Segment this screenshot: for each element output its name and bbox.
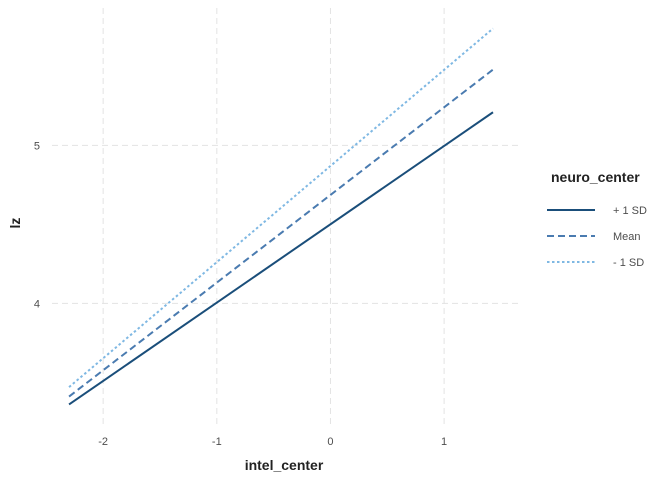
x-tick-label: -1 — [212, 436, 222, 448]
series-line-1 — [68, 111, 494, 406]
grid — [52, 8, 518, 425]
y-tick-label: 5 — [34, 140, 40, 152]
y-tick-label: 4 — [34, 298, 40, 310]
legend-title: neuro_center — [551, 169, 640, 185]
series-line-2 — [68, 68, 494, 398]
legend-item: Mean — [547, 231, 641, 243]
y-axis-title: lz — [7, 218, 23, 229]
x-axis-ticks: -2 -1 0 1 — [98, 436, 447, 448]
x-tick-label: -2 — [98, 436, 108, 448]
legend-label: Mean — [613, 231, 641, 243]
legend-item: - 1 SD — [547, 257, 644, 269]
x-tick-label: 1 — [441, 436, 447, 448]
legend-item: + 1 SD — [547, 205, 647, 217]
legend-items: + 1 SD Mean - 1 SD — [547, 205, 647, 269]
legend-label: + 1 SD — [613, 205, 647, 217]
x-axis-title: intel_center — [245, 457, 324, 473]
legend: neuro_center + 1 SD Mean - 1 SD — [547, 169, 647, 269]
legend-label: - 1 SD — [613, 257, 644, 269]
y-axis-ticks: 45 — [34, 140, 40, 310]
series-line-3 — [68, 27, 494, 388]
series-lines — [68, 27, 494, 406]
x-tick-label: 0 — [327, 436, 333, 448]
